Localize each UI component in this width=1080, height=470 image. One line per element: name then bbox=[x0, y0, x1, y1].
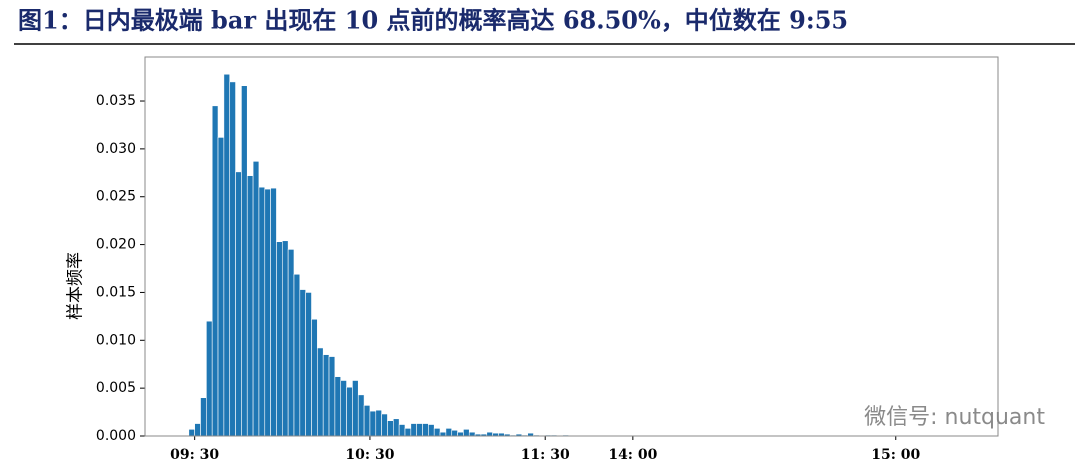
bar bbox=[188, 429, 195, 437]
bar bbox=[369, 410, 377, 437]
bar bbox=[293, 273, 301, 437]
bar bbox=[206, 320, 213, 437]
bar bbox=[422, 423, 429, 437]
y-tick-label: 0.025 bbox=[96, 189, 136, 205]
bar bbox=[270, 187, 277, 437]
x-tick-label: 14: 00 bbox=[608, 447, 657, 463]
bar bbox=[468, 431, 476, 437]
x-tick-label: 09: 30 bbox=[170, 447, 219, 463]
bar bbox=[410, 423, 417, 437]
bar bbox=[404, 428, 412, 437]
bar bbox=[322, 354, 330, 437]
y-tick-label: 0.015 bbox=[96, 284, 136, 300]
bar bbox=[387, 420, 394, 437]
bar bbox=[340, 380, 347, 437]
y-tick-label: 0.000 bbox=[96, 428, 136, 444]
bar bbox=[439, 431, 447, 437]
bar bbox=[433, 428, 441, 437]
bar bbox=[264, 188, 271, 437]
bar bbox=[328, 356, 336, 437]
y-tick-label: 0.005 bbox=[96, 380, 136, 396]
bar bbox=[305, 292, 312, 437]
bar bbox=[486, 431, 493, 437]
x-tick-label: 15: 00 bbox=[871, 447, 920, 463]
chart-title: 图1：日内最极端 bar 出现在 10 点前的概率高达 68.50%，中位数在 … bbox=[18, 6, 848, 35]
bar bbox=[211, 105, 219, 437]
bar bbox=[445, 428, 453, 437]
bar bbox=[398, 424, 406, 437]
bar bbox=[416, 423, 423, 437]
bar bbox=[241, 85, 248, 437]
bar bbox=[363, 405, 371, 437]
bar bbox=[281, 240, 289, 437]
bar bbox=[357, 394, 365, 437]
bar bbox=[375, 409, 382, 437]
bar bbox=[393, 418, 400, 437]
bar bbox=[287, 249, 295, 437]
bar bbox=[276, 241, 283, 437]
y-axis-label: 样本频率 bbox=[66, 252, 86, 320]
bar bbox=[463, 429, 470, 437]
bar bbox=[252, 161, 260, 437]
x-tick-label: 11: 30 bbox=[521, 447, 570, 463]
y-tick-label: 0.010 bbox=[96, 332, 136, 348]
bar bbox=[194, 423, 201, 437]
x-tick-label: 10: 30 bbox=[345, 447, 394, 463]
plot-frame bbox=[144, 56, 999, 437]
bar bbox=[246, 175, 254, 437]
y-tick-label: 0.030 bbox=[96, 141, 136, 157]
bar bbox=[258, 186, 266, 437]
bar bbox=[217, 137, 225, 437]
bar bbox=[299, 289, 306, 437]
watermark: 微信号: nutquant bbox=[864, 405, 1045, 430]
y-tick-label: 0.035 bbox=[96, 93, 136, 109]
bar bbox=[235, 171, 242, 437]
bar bbox=[451, 429, 458, 437]
y-tick-label: 0.020 bbox=[96, 237, 136, 253]
bar bbox=[317, 347, 324, 437]
bar bbox=[229, 81, 236, 437]
bar bbox=[457, 431, 464, 437]
bar bbox=[311, 318, 318, 437]
bar bbox=[428, 424, 435, 437]
bar bbox=[346, 386, 353, 437]
bar bbox=[381, 413, 388, 437]
bar bbox=[200, 397, 207, 437]
bar bbox=[223, 73, 231, 437]
bar bbox=[334, 376, 342, 437]
bar bbox=[352, 380, 359, 437]
